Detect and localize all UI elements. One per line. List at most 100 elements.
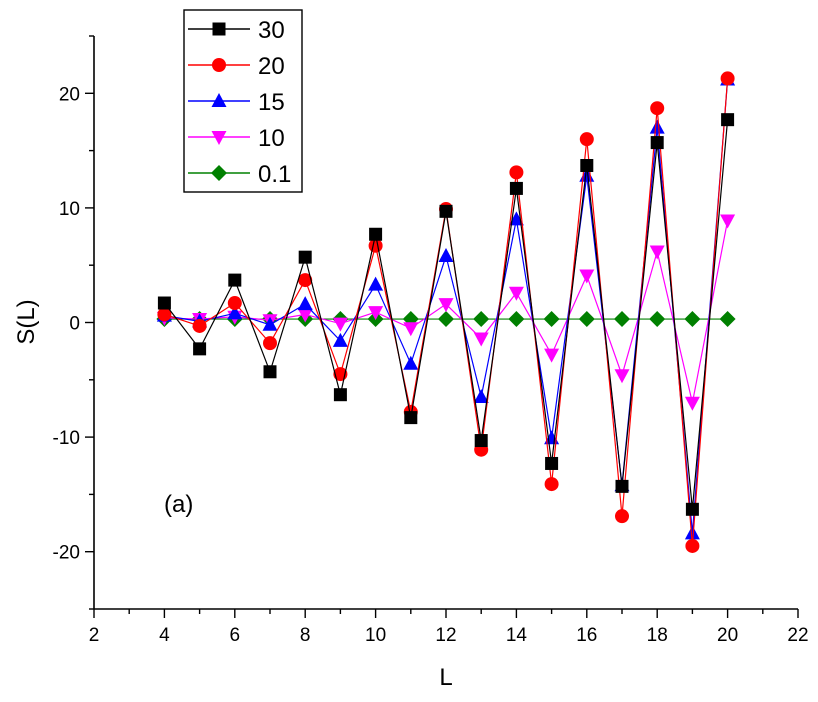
legend: 30 20 15 10 0.1 [183, 9, 303, 193]
series-group [156, 71, 736, 553]
x-tick-label: 8 [300, 625, 311, 646]
data-point-20 [720, 71, 735, 86]
data-point-15 [403, 355, 419, 370]
data-point-30 [615, 479, 629, 493]
data-point-0-1 [473, 311, 490, 328]
data-point-10 [544, 348, 560, 363]
data-point-15 [297, 296, 313, 311]
legend-entry-20: 20 [188, 53, 285, 80]
series-20 [157, 71, 735, 553]
data-point-10 [403, 322, 419, 337]
y-tick-label: 0 [69, 314, 80, 335]
data-point-15 [473, 388, 489, 403]
data-point-10 [579, 269, 595, 284]
data-point-0-1 [508, 311, 525, 328]
data-point-20 [509, 165, 524, 180]
data-point-15 [368, 276, 384, 291]
legend-marker-0-1 [211, 165, 227, 181]
data-point-15 [649, 119, 665, 134]
data-point-20 [192, 318, 207, 333]
y-tick-label: -10 [53, 428, 80, 449]
data-point-20 [579, 132, 594, 147]
data-point-30 [193, 342, 207, 356]
x-tick-label: 4 [159, 625, 170, 646]
y-tick-label: 10 [59, 199, 80, 220]
data-point-30 [298, 250, 312, 264]
x-axis-title: L [439, 664, 452, 691]
y-tick-label: -20 [53, 543, 80, 564]
legend-label-0-1: 0.1 [258, 161, 291, 188]
x-tick-label: 14 [506, 625, 528, 646]
legend-marker-15 [211, 93, 227, 107]
x-tick-label: 20 [717, 625, 738, 646]
data-point-15 [332, 332, 348, 347]
data-point-30 [228, 273, 242, 287]
data-point-30 [439, 204, 453, 218]
data-point-10 [473, 332, 489, 347]
legend-label-20: 20 [258, 53, 285, 80]
data-point-20 [685, 538, 700, 553]
legend-label-10: 10 [258, 125, 285, 152]
series-30 [157, 113, 735, 516]
x-tick-label: 12 [435, 625, 456, 646]
data-point-0-1 [438, 311, 454, 328]
data-point-30 [404, 411, 418, 425]
legend-label-15: 15 [258, 89, 285, 116]
data-point-10 [649, 245, 665, 260]
data-point-15 [438, 248, 454, 263]
data-point-20 [157, 307, 172, 322]
data-point-30 [721, 113, 735, 127]
data-point-20 [227, 296, 242, 311]
x-ticks: 2 4 6 8 10 12 14 16 18 20 22 [89, 609, 809, 646]
data-point-15 [262, 316, 278, 331]
legend-marker-20 [212, 58, 226, 72]
panel-label: (a) [164, 491, 193, 518]
legend-entry-0-1: 0.1 [188, 161, 291, 188]
data-point-10 [508, 286, 524, 301]
data-point-10 [438, 298, 454, 313]
data-point-30 [474, 434, 488, 448]
x-tick-label: 18 [647, 625, 668, 646]
data-point-15 [544, 430, 560, 445]
data-point-30 [263, 365, 277, 379]
data-point-15 [684, 525, 700, 540]
data-point-30 [580, 158, 594, 172]
data-point-15 [227, 305, 243, 320]
legend-label-30: 30 [258, 17, 285, 44]
data-point-20 [615, 509, 629, 524]
data-point-0-1 [649, 311, 666, 328]
data-point-20 [650, 101, 665, 116]
x-tick-label: 10 [365, 625, 386, 646]
data-point-20 [368, 238, 383, 253]
data-point-0-1 [684, 311, 701, 328]
data-point-30 [333, 388, 347, 402]
data-point-30 [545, 456, 559, 470]
legend-marker-10 [211, 131, 227, 145]
y-axis-title: S(L) [13, 299, 40, 344]
data-point-10 [720, 214, 736, 229]
data-point-30 [369, 227, 383, 241]
legend-entry-10: 10 [188, 125, 285, 152]
data-point-20 [544, 477, 559, 492]
data-point-30 [509, 181, 523, 195]
data-point-30 [157, 296, 171, 310]
data-point-10 [684, 396, 700, 411]
x-tick-label: 22 [787, 625, 808, 646]
data-point-20 [298, 273, 313, 288]
legend-entry-15: 15 [188, 89, 285, 116]
data-point-10 [614, 369, 630, 384]
data-point-0-1 [578, 311, 595, 328]
x-tick-label: 6 [230, 625, 241, 646]
data-point-0-1 [719, 311, 736, 328]
data-point-10 [332, 317, 348, 332]
data-point-30 [685, 502, 699, 516]
data-point-10 [297, 308, 313, 323]
y-tick-label: 20 [59, 84, 80, 105]
data-point-0-1 [543, 311, 560, 328]
x-tick-label: 16 [576, 625, 597, 646]
legend-entry-30: 30 [188, 17, 285, 44]
data-point-10 [368, 306, 384, 321]
data-point-20 [263, 336, 277, 351]
data-point-0-1 [614, 311, 630, 328]
